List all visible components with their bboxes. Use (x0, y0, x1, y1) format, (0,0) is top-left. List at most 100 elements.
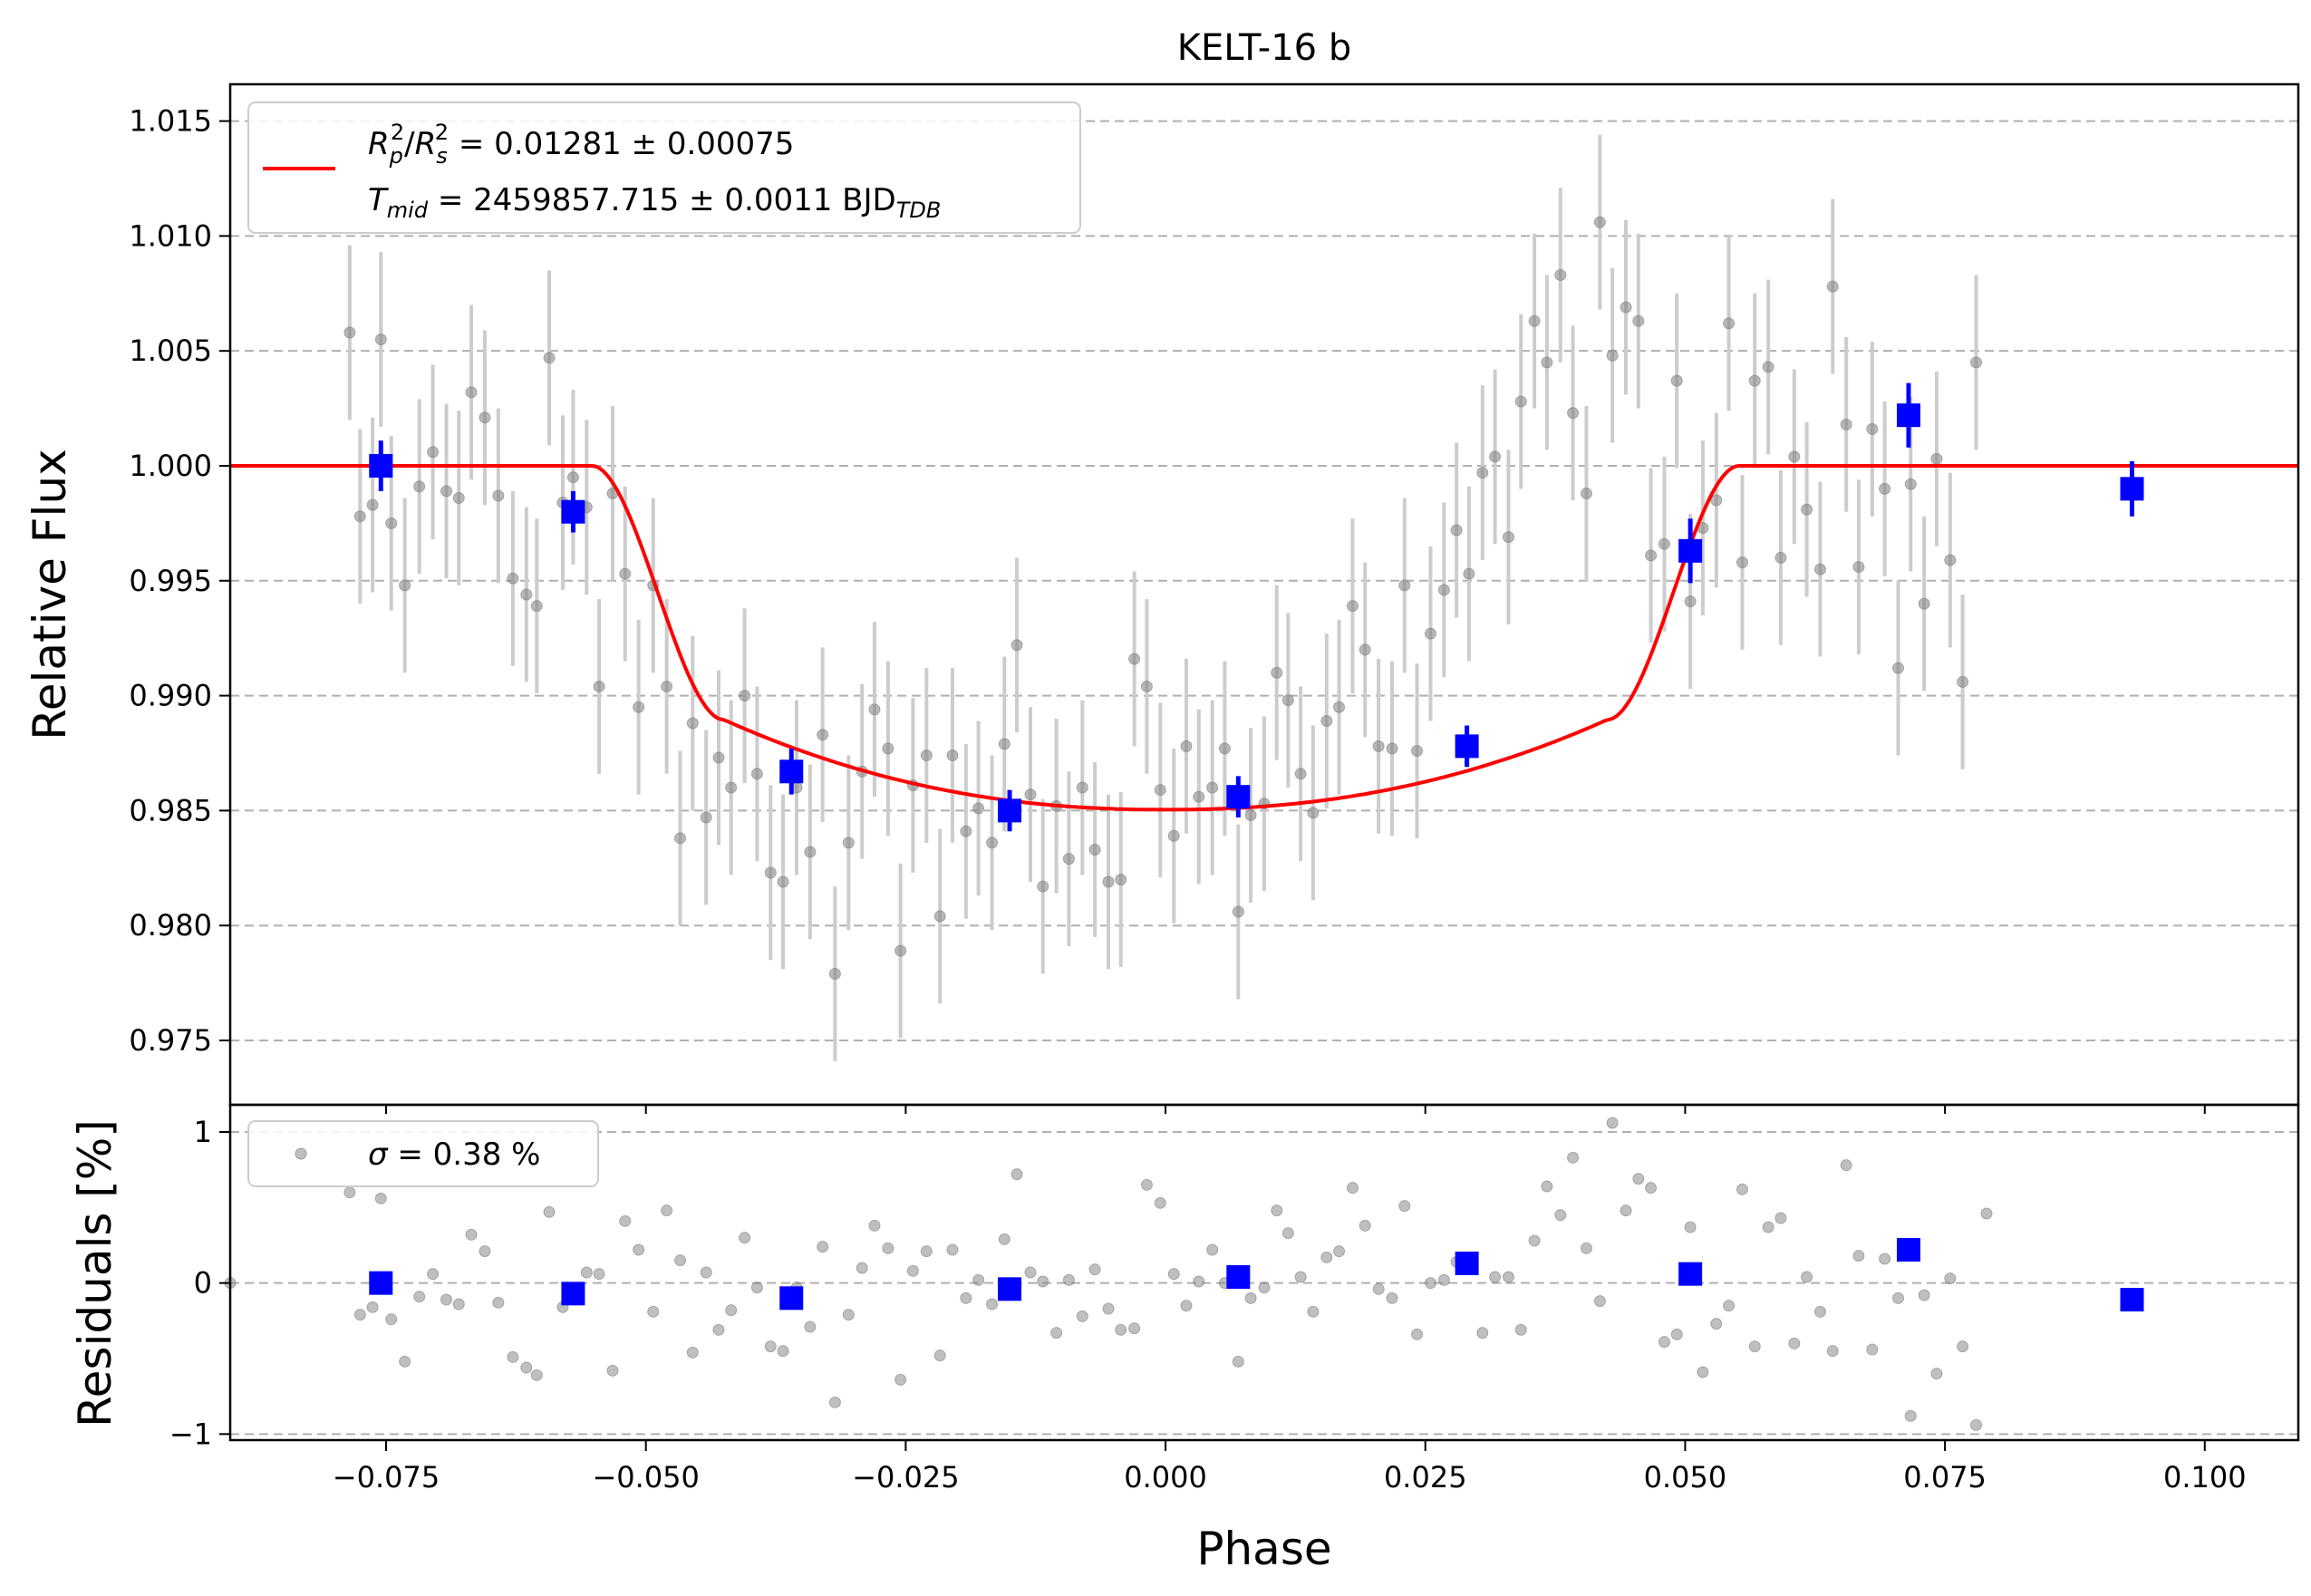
bottom-plot-frame (228, 1103, 2300, 1442)
top-y-tick-label: 1.010 (129, 218, 212, 253)
flux-point (385, 517, 398, 529)
flux-point (1218, 742, 1231, 755)
residual-point (1232, 1355, 1244, 1368)
residual-point (530, 1369, 543, 1381)
flux-point (1528, 314, 1541, 327)
binned-flux-point (1455, 734, 1479, 759)
x-tick-label: 0.050 (1644, 1460, 1727, 1494)
residual-point (366, 1301, 379, 1313)
residual-point (1140, 1178, 1153, 1191)
flux-point (1398, 579, 1411, 592)
residual-point (1424, 1277, 1436, 1290)
flux-point (1892, 662, 1905, 674)
residual-point (1788, 1337, 1801, 1349)
residual-point (674, 1254, 687, 1267)
flux-point (492, 489, 505, 502)
flux-point (353, 510, 366, 523)
top-legend-box (247, 102, 1081, 234)
residual-point (1437, 1273, 1450, 1286)
legend-sigma-text: σ = 0.38 % (368, 1137, 540, 1173)
flux-point (1918, 597, 1930, 610)
flux-point (986, 837, 999, 849)
legend-residual-swatch (295, 1147, 307, 1160)
residual-point (1281, 1227, 1294, 1240)
top-y-tick-label: 0.985 (129, 793, 212, 827)
residual-point (385, 1313, 398, 1326)
residual-point (1128, 1322, 1141, 1335)
flux-point (1102, 875, 1115, 888)
flux-point (1748, 374, 1761, 387)
residual-point (1037, 1275, 1049, 1288)
x-tick-label: −0.075 (333, 1460, 440, 1494)
residual-point (1944, 1272, 1957, 1285)
x-tick-label: 0.000 (1124, 1460, 1207, 1494)
binned-flux-point (561, 499, 585, 524)
bottom-x-ticks: −0.075 −0.050 −0.025 0.000 0.025 0.050 0.075 0.… (333, 1440, 2247, 1494)
flux-point (804, 846, 817, 858)
residual-point (1852, 1250, 1865, 1262)
binned-flux-point (1896, 403, 1920, 428)
residual-point (1167, 1268, 1180, 1281)
residual-point (828, 1396, 841, 1408)
bottom-y-tick-label: 0 (194, 1266, 212, 1301)
flux-point (712, 751, 725, 764)
residual-point (986, 1298, 999, 1311)
flux-point (1541, 356, 1553, 369)
top-y-tick-label: 1.005 (129, 334, 212, 368)
flux-point (1632, 314, 1645, 327)
residual-point (619, 1214, 632, 1227)
residual-point (764, 1340, 777, 1353)
residual-point (1398, 1200, 1411, 1213)
residual-point (1010, 1168, 1023, 1181)
binned-residual-point (1226, 1265, 1251, 1289)
flux-point (1206, 781, 1219, 794)
residual-point (906, 1264, 919, 1277)
residual-point (998, 1233, 1010, 1245)
flux-point (465, 386, 478, 399)
x-tick-label: −0.025 (852, 1460, 959, 1494)
flux-point (739, 690, 751, 702)
binned-residual-point (998, 1277, 1022, 1301)
x-tick-label: 0.075 (1903, 1460, 1987, 1494)
binned-residual-point (1455, 1252, 1479, 1275)
residual-point (633, 1243, 645, 1256)
residual-point (492, 1296, 505, 1309)
flux-point (1167, 829, 1180, 842)
residual-point (1840, 1159, 1852, 1172)
flux-point (1593, 216, 1606, 228)
residual-point (1180, 1300, 1193, 1312)
residual-point (452, 1298, 465, 1311)
residual-point (972, 1273, 985, 1286)
residual-point (1930, 1368, 1943, 1380)
residual-point (1632, 1173, 1645, 1185)
flux-point (566, 471, 579, 484)
residual-point (1567, 1151, 1580, 1164)
top-grid (230, 120, 2298, 1041)
flux-point (946, 750, 959, 762)
residual-point (1333, 1245, 1346, 1258)
flux-point (1710, 494, 1723, 507)
residual-point (1193, 1275, 1205, 1288)
flux-point (1970, 356, 1983, 369)
residual-point (804, 1320, 817, 1333)
binned-residual-point (779, 1286, 804, 1311)
flux-point (960, 825, 972, 837)
flux-point (1904, 478, 1917, 490)
flux-point (1232, 905, 1244, 918)
residual-point (1980, 1207, 1993, 1220)
flux-point (1244, 808, 1257, 821)
bottom-y-tick-label: 1 (194, 1115, 212, 1149)
residual-point (1102, 1302, 1115, 1315)
flux-point (343, 326, 356, 339)
top-x-ticks (385, 1105, 2206, 1114)
residual-point (1271, 1204, 1283, 1217)
flux-point (619, 567, 632, 580)
flux-point (842, 837, 855, 849)
residual-point (479, 1245, 491, 1258)
flux-point (479, 411, 491, 424)
flux-point (1271, 666, 1283, 679)
flux-point (1115, 873, 1127, 885)
flux-point (1801, 503, 1813, 516)
top-y-axis-label: Relative Flux (24, 449, 76, 740)
residual-point (960, 1291, 972, 1304)
